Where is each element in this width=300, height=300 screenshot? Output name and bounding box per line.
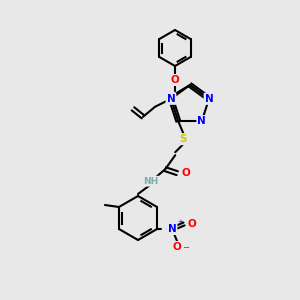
- Text: O: O: [187, 219, 196, 229]
- Text: +: +: [177, 219, 183, 225]
- Text: N: N: [205, 94, 213, 104]
- Text: N: N: [197, 116, 206, 126]
- Text: −: −: [182, 243, 189, 252]
- Text: O: O: [181, 168, 190, 178]
- Text: O: O: [171, 75, 179, 85]
- Text: N: N: [168, 224, 176, 234]
- Text: NH: NH: [144, 177, 159, 186]
- Text: O: O: [173, 242, 182, 252]
- Text: N: N: [167, 94, 176, 104]
- Text: S: S: [179, 134, 187, 144]
